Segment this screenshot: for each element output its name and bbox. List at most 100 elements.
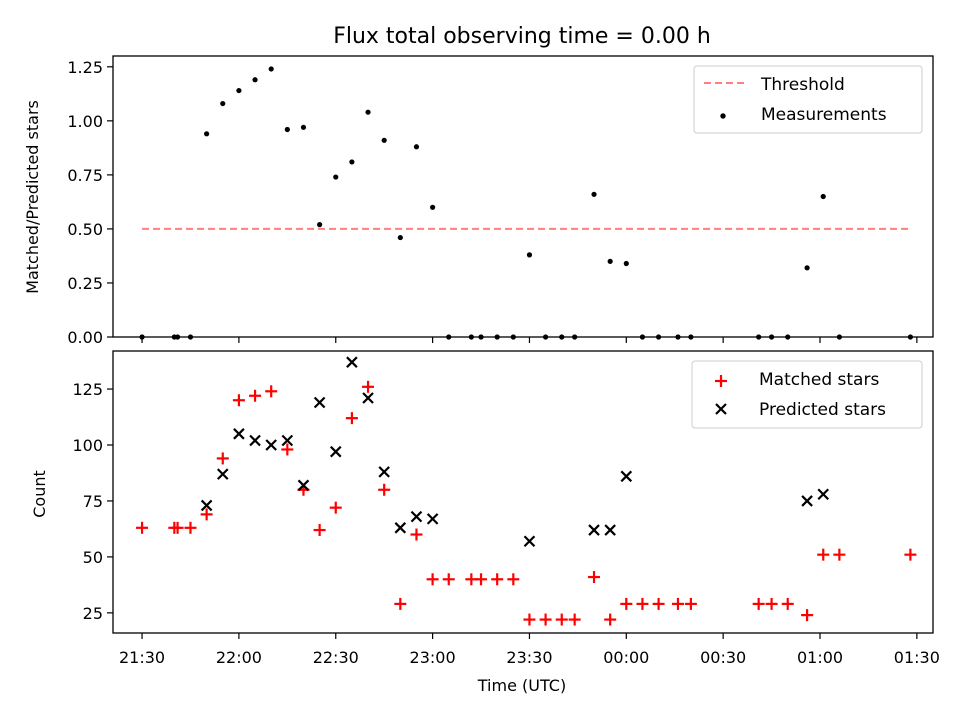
predicted-star-point: [394, 522, 407, 534]
matched-star-point: [216, 452, 229, 465]
matched-star-point: [588, 571, 601, 584]
predicted-star-point: [297, 479, 310, 492]
matched-star-point: [539, 613, 552, 626]
bottom-x-axis-label: Time (UTC): [477, 676, 566, 695]
matched-star-point: [568, 613, 581, 626]
matched-star-point: [249, 389, 262, 402]
top-x-ticks: [141, 337, 918, 343]
bottom-y-tick-label: 125: [72, 380, 103, 399]
matched-star-point: [232, 394, 245, 407]
top-y-tick-label: 0.50: [67, 220, 103, 239]
measurement-point: [381, 137, 387, 143]
matched-star-point: [394, 597, 407, 610]
predicted-star-point: [329, 445, 342, 458]
matched-star-point: [491, 573, 504, 586]
bottom-legend-box: [691, 360, 923, 429]
bottom-y-axis-label: Count: [30, 470, 49, 518]
predicted-star-point: [426, 513, 439, 525]
measurement-point: [607, 258, 613, 264]
top-y-tick-label: 0.00: [67, 328, 103, 347]
matched-star-point: [200, 508, 213, 521]
bottom-x-tick-label: 01:30: [894, 648, 940, 667]
matched-star-point: [475, 573, 488, 586]
measurement-point: [591, 191, 597, 197]
bottom-marks: [136, 356, 917, 626]
bottom-y-ticks: 25 50 75 100 125: [72, 380, 113, 623]
legend-measurements-label: Measurements: [761, 105, 887, 125]
matched-star-point: [652, 597, 665, 610]
measurement-point: [365, 109, 371, 115]
bottom-x-tick-label: 21:30: [119, 648, 165, 667]
measurement-point: [413, 144, 420, 150]
top-axes-frame: [112, 55, 934, 338]
matched-star-point: [671, 597, 684, 610]
matched-star-point: [765, 597, 778, 610]
matched-star-point: [523, 613, 536, 626]
measurement-point: [430, 204, 436, 210]
bottom-x-tick-label: 22:00: [216, 648, 262, 667]
matched-star-point: [362, 380, 375, 393]
measurement-point: [252, 77, 258, 83]
top-y-tick-label: 0.75: [67, 166, 103, 185]
bottom-y-tick-label: 100: [72, 436, 103, 455]
bottom-x-tick-label: 22:30: [313, 648, 359, 667]
predicted-star-point: [378, 466, 390, 478]
legend-matched-swatch: [715, 375, 727, 387]
top-y-axis-label: Matched/Predicted stars: [23, 100, 42, 294]
bottom-x-ticks: 21:30 22:00 22:30 23:00 23:30 00:00 00:30 01:00…: [119, 633, 940, 667]
matched-star-point: [171, 521, 184, 534]
bottom-y-tick-label: 75: [83, 492, 103, 511]
matched-star-point: [904, 548, 917, 561]
measurement-point: [204, 131, 210, 137]
top-y-tick-label: 1.00: [67, 112, 103, 131]
top-legend-box: [693, 65, 923, 134]
matched-star-point: [281, 443, 294, 456]
predicted-star-point: [817, 488, 830, 501]
legend-predicted-label: Predicted stars: [759, 400, 886, 420]
legend-measurements-swatch: [720, 113, 726, 119]
bottom-panel: 25 50 75 100 125 21:30 22:00 22:30 23:00 23:30 00…: [30, 350, 940, 695]
predicted-star-point: [233, 428, 245, 440]
matched-star-point: [752, 597, 765, 610]
predicted-star-point: [410, 510, 423, 523]
bottom-x-tick-label: 23:00: [410, 648, 456, 667]
predicted-star-point: [362, 392, 374, 404]
predicted-star-point: [620, 470, 633, 483]
measurement-point: [284, 126, 290, 133]
matched-star-point: [184, 521, 197, 534]
legend-matched-label: Matched stars: [759, 370, 879, 390]
bottom-legend: Matched stars Predicted stars: [691, 360, 923, 429]
matched-star-point: [555, 613, 568, 626]
measurement-point: [349, 159, 355, 165]
matched-star-point: [684, 597, 697, 610]
predicted-star-point: [801, 495, 813, 507]
matched-star-point: [265, 385, 278, 398]
measurement-point: [333, 174, 339, 180]
measurement-point: [268, 66, 274, 72]
measurement-point: [236, 87, 242, 94]
matched-star-point: [329, 501, 342, 514]
matched-star-point: [442, 573, 455, 586]
matched-star-point: [620, 597, 633, 610]
measurement-point: [526, 252, 533, 258]
top-legend: Threshold Measurements: [693, 65, 923, 134]
bottom-axes-frame: [112, 350, 934, 634]
matched-star-point: [313, 524, 326, 537]
measurement-point: [317, 222, 323, 228]
top-y-tick-label: 1.25: [67, 58, 103, 77]
bottom-x-tick-label: 00:30: [700, 648, 746, 667]
measurement-point: [220, 100, 226, 107]
measurement-point: [623, 260, 629, 267]
matched-star-point: [378, 483, 391, 496]
predicted-star-point: [281, 434, 294, 447]
predicted-star-point: [265, 439, 277, 451]
matched-star-point: [136, 521, 149, 534]
predicted-star-point: [588, 524, 600, 536]
measurement-point: [300, 124, 307, 130]
legend-predicted-swatch: [715, 403, 727, 415]
matched-star-point: [345, 412, 358, 425]
predicted-star-point: [313, 396, 326, 409]
matched-star-point: [604, 613, 617, 626]
bottom-x-tick-label: 00:00: [603, 648, 649, 667]
